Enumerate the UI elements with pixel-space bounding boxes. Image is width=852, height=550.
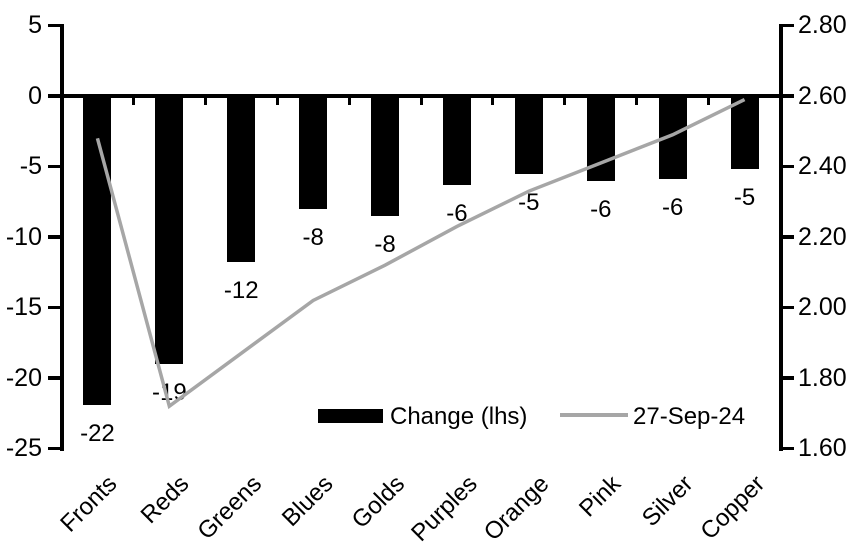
legend-label-27-sep-24: 27-Sep-24 [633, 403, 746, 430]
category-boundary-tick [635, 96, 639, 105]
bar-fronts [83, 96, 112, 405]
right-axis-tick-label: 1.80 [798, 363, 847, 392]
category-boundary-tick [419, 96, 423, 105]
legend-label-change-lhs: Change (lhs) [390, 403, 528, 430]
category-boundary-tick [491, 96, 495, 105]
bar-reds [155, 96, 184, 364]
category-boundary-tick [347, 96, 351, 105]
category-boundary-tick [707, 96, 711, 105]
bar-value-label: -8 [374, 230, 396, 258]
bar-greens [227, 96, 256, 263]
right-axis-tick-label: 2.60 [798, 81, 847, 110]
bar-value-label: -6 [590, 195, 612, 223]
right-axis-tick [781, 23, 794, 28]
right-axis-tick [781, 94, 794, 98]
category-boundary-tick [203, 96, 207, 105]
category-boundary-tick [131, 96, 135, 105]
left-axis-tick-label: 0 [28, 81, 42, 110]
bar-blues [299, 96, 328, 209]
bar-value-label: -6 [446, 199, 468, 227]
right-axis-tick [781, 164, 794, 169]
left-axis-tick [47, 94, 60, 98]
right-axis-tick [781, 446, 794, 451]
left-axis-tick [47, 164, 60, 169]
bar-value-label: -6 [661, 194, 684, 222]
right-axis-tick [781, 235, 794, 239]
left-axis-line [59, 23, 64, 451]
left-axis-tick [47, 376, 60, 380]
left-axis-tick [47, 305, 60, 310]
left-axis-tick-label: -10 [5, 222, 42, 251]
left-axis-tick [47, 446, 60, 451]
left-axis-tick-label: -20 [5, 363, 42, 392]
legend-line-swatch [560, 413, 628, 417]
left-axis-tick [47, 23, 60, 28]
bar-value-label: -22 [80, 419, 115, 447]
left-axis-tick-label: -5 [19, 152, 42, 180]
left-axis-tick-label: -15 [5, 293, 42, 321]
category-boundary-tick [563, 96, 567, 105]
right-axis-line [778, 23, 783, 451]
right-axis-tick-label: 2.00 [798, 293, 847, 321]
right-axis-tick-label: 2.80 [798, 11, 847, 39]
right-axis-tick [781, 376, 794, 380]
bar-value-label: -5 [733, 184, 756, 212]
left-axis-tick-label: 5 [28, 11, 42, 39]
bar-value-label: -12 [223, 277, 259, 305]
left-axis-tick [47, 235, 60, 239]
bar-orange [514, 96, 543, 174]
right-axis-tick-label: 2.20 [798, 222, 847, 251]
category-boundary-tick [275, 96, 279, 105]
legend-bar-swatch [318, 409, 383, 423]
line-series-27-sep-24 [95, 97, 746, 410]
right-axis-tick-label: 1.60 [798, 434, 847, 462]
bar-golds [371, 96, 400, 216]
left-axis-tick-label: -25 [5, 434, 42, 462]
bar-copper [730, 96, 759, 170]
bar-purples [442, 96, 471, 185]
bar-value-label: -8 [302, 223, 324, 251]
right-axis-tick [781, 305, 794, 310]
right-axis-tick-label: 2.40 [798, 152, 847, 180]
